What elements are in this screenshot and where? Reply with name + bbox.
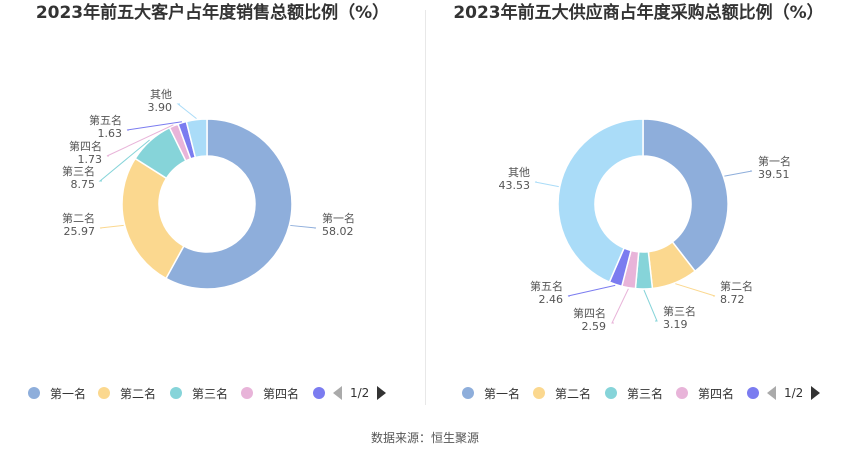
legend-pager: 1/2: [333, 384, 387, 402]
slice-label-value: 39.51: [758, 168, 790, 181]
slice-label-value: 2.46: [539, 293, 564, 306]
slice-label-name: 第三名: [663, 304, 696, 318]
slice-label-name: 其他: [508, 166, 530, 179]
slice-label-value: 2.59: [582, 320, 607, 333]
leader-line-5: [126, 121, 182, 131]
slice-label-name: 第二名: [720, 279, 753, 293]
slice-label-value: 43.53: [499, 179, 531, 192]
legend-dot-3: [170, 387, 182, 399]
chart-legend: 第一名 第二名 第三名 第四名 1/2: [426, 384, 850, 402]
slice-label-value: 1.73: [78, 153, 103, 166]
legend-dot-4: [241, 387, 253, 399]
slice-label-value: 8.72: [720, 293, 745, 306]
slice-label-value: 3.90: [148, 101, 173, 114]
slice-label-value: 25.97: [64, 225, 96, 238]
leader-line-1: [290, 224, 317, 229]
donut-slice-6[interactable]: [557, 118, 644, 284]
slice-label-name: 第五名: [89, 113, 122, 127]
leader-line-2: [99, 224, 124, 229]
legend-dot-3: [605, 387, 617, 399]
legend-item-1[interactable]: 第一名: [28, 384, 86, 402]
legend-next-icon[interactable]: [377, 386, 387, 400]
supplier-chart-panel: 2023年前五大供应商占年度采购总额比例（%） 第一名 39.51 第二名 8.72 第…: [426, 0, 850, 420]
data-source-note: 数据来源：恒生聚源: [370, 431, 479, 445]
legend-dot-2: [98, 387, 110, 399]
legend-item-1[interactable]: 第一名: [462, 384, 520, 402]
legend-label: 第三名: [627, 386, 664, 401]
leader-line-3: [98, 139, 150, 182]
leader-line-1: [724, 170, 753, 177]
donut-slice-1[interactable]: [164, 118, 293, 290]
panel-divider: [425, 10, 426, 405]
slice-label-value: 58.02: [322, 225, 354, 238]
legend-item-2[interactable]: 第二名: [533, 384, 591, 402]
leader-line-6: [176, 103, 197, 120]
legend-item-5[interactable]: [747, 384, 769, 402]
donut-slice-6[interactable]: [185, 118, 208, 159]
slice-label-name: 其他: [150, 88, 172, 101]
slice-label-name: 第四名: [573, 306, 606, 320]
legend-prev-icon[interactable]: [767, 386, 776, 400]
legend-item-4[interactable]: 第四名: [676, 384, 734, 402]
legend-dot-5: [747, 387, 759, 399]
legend-pager: 1/2: [767, 384, 821, 402]
legend-item-3[interactable]: 第三名: [170, 384, 228, 402]
legend-dot-1: [462, 387, 474, 399]
donut-slice-1[interactable]: [642, 118, 729, 273]
customer-chart-panel: 2023年前五大客户占年度销售总额比例（%） 第一名 58.02 第二名 25.97 第…: [0, 0, 425, 420]
legend-dot-2: [533, 387, 545, 399]
slice-label-name: 第三名: [62, 164, 95, 178]
donut-slice-2[interactable]: [121, 157, 185, 280]
slice-label-value: 3.19: [663, 318, 688, 331]
legend-page-indicator: 1/2: [350, 386, 370, 400]
legend-label: 第四名: [263, 386, 300, 401]
legend-label: 第一名: [50, 386, 87, 401]
chart-legend: 第一名 第二名 第三名 第四名 1/2: [0, 384, 425, 402]
legend-label: 第四名: [698, 386, 735, 401]
slice-label-name: 第一名: [322, 211, 355, 225]
legend-label: 第一名: [484, 386, 521, 401]
legend-label: 第二名: [120, 386, 157, 401]
slice-label-name: 第二名: [62, 211, 95, 225]
legend-item-3[interactable]: 第三名: [605, 384, 663, 402]
leader-line-2: [675, 283, 716, 297]
slice-label-name: 第五名: [530, 279, 563, 293]
chart-title: 2023年前五大客户占年度销售总额比例（%）: [35, 3, 390, 23]
legend-label: 第三名: [192, 386, 229, 401]
legend-dot-4: [676, 387, 688, 399]
slice-label-name: 第四名: [69, 139, 102, 153]
legend-item-4[interactable]: 第四名: [241, 384, 299, 402]
legend-dot-5: [313, 387, 325, 399]
leader-line-4: [106, 124, 174, 157]
legend-dot-1: [28, 387, 40, 399]
legend-item-5[interactable]: [313, 384, 335, 402]
leader-line-5: [567, 284, 616, 297]
slice-label-value: 8.75: [71, 178, 96, 191]
slice-label-name: 第一名: [758, 154, 791, 168]
leader-line-3: [643, 289, 658, 322]
legend-prev-icon[interactable]: [333, 386, 342, 400]
legend-item-2[interactable]: 第二名: [98, 384, 156, 402]
leader-line-4: [611, 288, 629, 324]
legend-label: 第二名: [555, 386, 592, 401]
legend-page-indicator: 1/2: [784, 386, 804, 400]
chart-title: 2023年前五大供应商占年度采购总额比例（%）: [453, 3, 824, 23]
legend-next-icon[interactable]: [811, 386, 821, 400]
slice-label-value: 1.63: [98, 127, 123, 140]
leader-line-6: [534, 181, 559, 188]
